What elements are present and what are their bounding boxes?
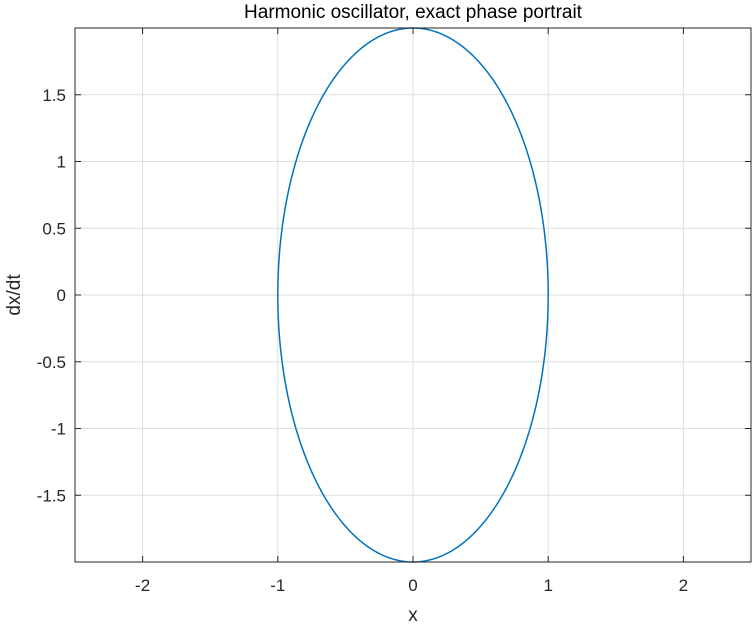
y-tick-label: 0.5: [42, 219, 66, 238]
x-tick-label: 1: [543, 576, 552, 595]
series-line-phase-ellipse: [277, 27, 549, 563]
y-tick-label: -0.5: [37, 353, 66, 372]
y-axis-label: dx/dt: [4, 274, 25, 316]
x-axis-label: x: [408, 605, 418, 625]
x-tick-label: -2: [135, 576, 150, 595]
data-layer: [277, 27, 549, 563]
y-tick-label: 1: [57, 153, 66, 172]
x-tick-label: 2: [679, 576, 688, 595]
x-tick-label: 0: [408, 576, 417, 595]
y-tick-label: -1: [51, 420, 66, 439]
y-tick-label: -1.5: [37, 486, 66, 505]
x-tick-label: -1: [270, 576, 285, 595]
y-tick-label: 1.5: [42, 86, 66, 105]
chart-title: Harmonic oscillator, exact phase portrai…: [244, 2, 583, 23]
ticks: -2 -1 0 1 2 -1.5 -1 -0.5 0 0.5 1 1.5: [37, 28, 751, 595]
y-tick-label: 0: [57, 286, 66, 305]
